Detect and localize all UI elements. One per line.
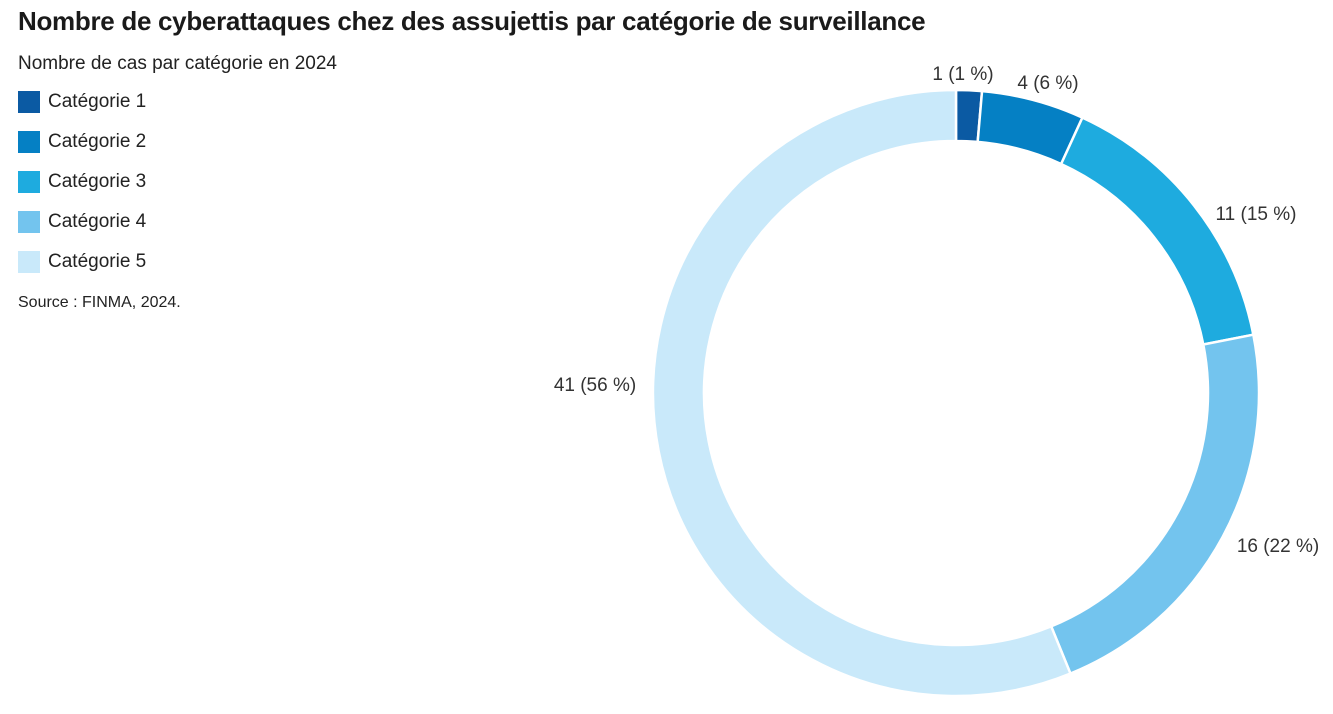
- donut-slice-3: [1059, 116, 1255, 346]
- data-label-4: 16 (22 %): [1237, 536, 1319, 557]
- legend: Catégorie 1 Catégorie 2 Catégorie 3 Caté…: [18, 90, 146, 290]
- legend-item-categorie-2: Catégorie 2: [18, 130, 146, 154]
- legend-label: Catégorie 5: [48, 251, 147, 272]
- legend-item-categorie-3: Catégorie 3: [18, 170, 146, 194]
- legend-item-categorie-4: Catégorie 4: [18, 210, 146, 234]
- data-label-3: 11 (15 %): [1216, 204, 1297, 225]
- chart-title: Nombre de cyberattaques chez des assujet…: [18, 6, 926, 36]
- legend-swatch: [18, 211, 40, 233]
- legend-item-categorie-1: Catégorie 1: [18, 90, 146, 114]
- data-label-1: 1 (1 %): [932, 64, 993, 85]
- donut-slice-5: [651, 88, 1072, 698]
- chart-subtitle: Nombre de cas par catégorie en 2024: [18, 53, 337, 74]
- legend-label: Catégorie 1: [48, 91, 147, 112]
- data-label-2: 4 (6 %): [1017, 73, 1078, 94]
- legend-swatch: [18, 91, 40, 113]
- data-label-5: 41 (56 %): [554, 375, 636, 396]
- legend-swatch: [18, 171, 40, 193]
- donut-slice-4: [1049, 333, 1261, 675]
- legend-label: Catégorie 4: [48, 211, 147, 232]
- source-note: Source : FINMA, 2024.: [18, 294, 181, 311]
- legend-item-categorie-5: Catégorie 5: [18, 250, 146, 274]
- legend-swatch: [18, 131, 40, 153]
- legend-label: Catégorie 2: [48, 131, 147, 152]
- legend-swatch: [18, 251, 40, 273]
- legend-label: Catégorie 3: [48, 171, 147, 192]
